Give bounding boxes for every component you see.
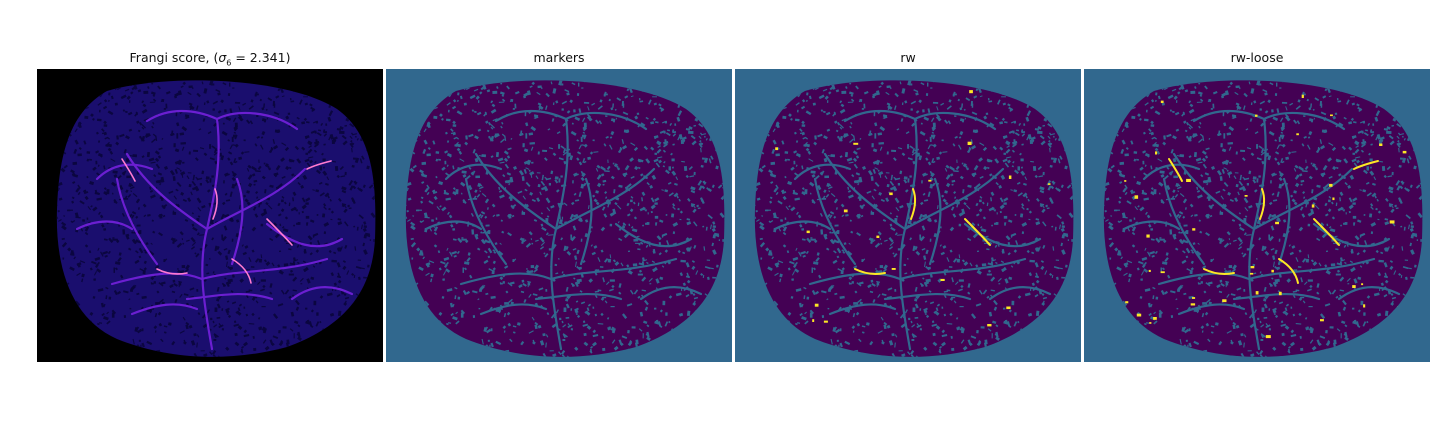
panel-title-rw: rw bbox=[900, 50, 916, 65]
markers-image bbox=[386, 69, 732, 362]
frangi-score-image bbox=[37, 69, 383, 362]
panel-title-markers: markers bbox=[533, 50, 585, 65]
rw-segmentation-image bbox=[735, 69, 1081, 362]
rw-loose-segmentation-image bbox=[1084, 69, 1430, 362]
panel-title-rw-loose: rw-loose bbox=[1230, 50, 1284, 65]
panel-title-frangi: Frangi score, (σ6 = 2.341) bbox=[129, 50, 291, 68]
